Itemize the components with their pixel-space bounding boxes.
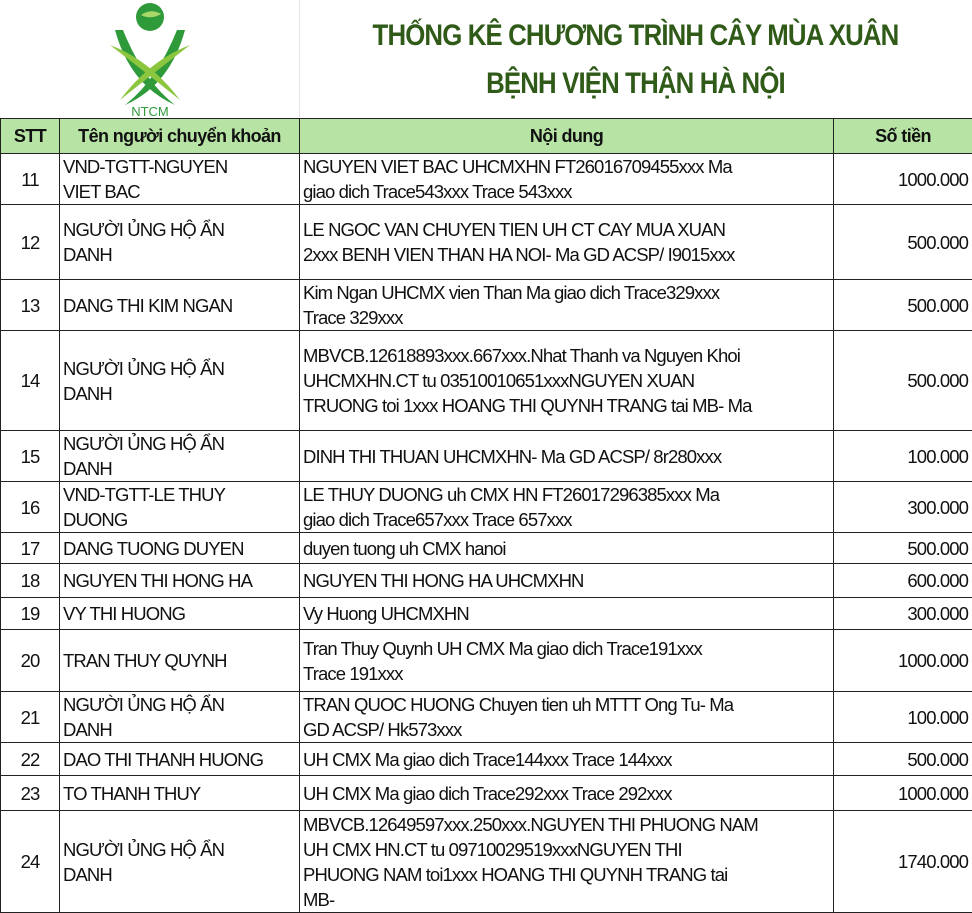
row-content: Kim Ngan UHCMX vien Than Ma giao dich Tr…	[300, 280, 834, 331]
row-sender-name: VND-TGTT-LE THUY DUONG	[60, 482, 300, 533]
row-sender-name: VY THI HUONG	[60, 598, 300, 630]
report-header: NTCM THỐNG KÊ CHƯƠNG TRÌNH CÂY MÙA XUÂN …	[0, 0, 972, 118]
report-title: THỐNG KÊ CHƯƠNG TRÌNH CÂY MÙA XUÂN BỆNH …	[346, 12, 925, 108]
row-amount: 600.000	[834, 564, 972, 598]
row-stt: 19	[1, 598, 60, 630]
row-stt: 17	[1, 533, 60, 564]
ntcm-logo: NTCM	[95, 0, 205, 118]
row-sender-name: NGƯỜI ỦNG HỘ ẨN DANH	[60, 811, 300, 913]
row-content: LE NGOC VAN CHUYEN TIEN UH CT CAY MUA XU…	[300, 205, 834, 280]
row-amount: 1000.000	[834, 154, 972, 205]
row-stt: 11	[1, 154, 60, 205]
row-stt: 20	[1, 630, 60, 692]
row-amount: 500.000	[834, 280, 972, 331]
row-sender-name: VND-TGTT-NGUYEN VIET BAC	[60, 154, 300, 205]
row-amount: 500.000	[834, 205, 972, 280]
row-content: duyen tuong uh CMX hanoi	[300, 533, 834, 564]
donation-table: STT Tên người chuyển khoản Nội dung Số t…	[0, 118, 972, 913]
row-content: MBVCB.12649597xxx.250xxx.NGUYEN THI PHUO…	[300, 811, 834, 913]
column-header-stt: STT	[1, 119, 60, 154]
row-content: TRAN QUOC HUONG Chuyen tien uh MTTT Ong …	[300, 692, 834, 743]
row-sender-name: DANG TUONG DUYEN	[60, 533, 300, 564]
row-stt: 12	[1, 205, 60, 280]
row-sender-name: TO THANH THUY	[60, 776, 300, 811]
row-amount: 500.000	[834, 743, 972, 776]
row-stt: 21	[1, 692, 60, 743]
svg-text:NTCM: NTCM	[131, 104, 169, 118]
row-amount: 500.000	[834, 533, 972, 564]
row-content: UH CMX Ma giao dich Trace292xxx Trace 29…	[300, 776, 834, 811]
row-content: DINH THI THUAN UHCMXHN- Ma GD ACSP/ 8r28…	[300, 431, 834, 482]
row-amount: 1740.000	[834, 811, 972, 913]
row-content: LE THUY DUONG uh CMX HN FT26017296385xxx…	[300, 482, 834, 533]
row-sender-name: NGƯỜI ỦNG HỘ ẨN DANH	[60, 331, 300, 431]
row-amount: 100.000	[834, 692, 972, 743]
row-content: UH CMX Ma giao dich Trace144xxx Trace 14…	[300, 743, 834, 776]
row-amount: 100.000	[834, 431, 972, 482]
row-sender-name: NGƯỜI ỦNG HỘ ẨN DANH	[60, 205, 300, 280]
row-stt: 24	[1, 811, 60, 913]
row-amount: 300.000	[834, 598, 972, 630]
row-stt: 18	[1, 564, 60, 598]
table-header-row: STT Tên người chuyển khoản Nội dung Số t…	[1, 119, 972, 154]
column-header-name: Tên người chuyển khoản	[60, 119, 300, 154]
row-content: Tran Thuy Quynh UH CMX Ma giao dich Trac…	[300, 630, 834, 692]
row-amount: 1000.000	[834, 630, 972, 692]
row-amount: 300.000	[834, 482, 972, 533]
row-stt: 15	[1, 431, 60, 482]
column-header-content: Nội dung	[300, 119, 834, 154]
row-stt: 16	[1, 482, 60, 533]
row-stt: 14	[1, 331, 60, 431]
row-sender-name: TRAN THUY QUYNH	[60, 630, 300, 692]
title-line-1: THỐNG KÊ CHƯƠNG TRÌNH CÂY MÙA XUÂN	[346, 12, 925, 60]
row-content: Vy Huong UHCMXHN	[300, 598, 834, 630]
row-content: MBVCB.12618893xxx.667xxx.Nhat Thanh va N…	[300, 331, 834, 431]
row-sender-name: NGƯỜI ỦNG HỘ ẨN DANH	[60, 431, 300, 482]
row-content: NGUYEN VIET BAC UHCMXHN FT26016709455xxx…	[300, 154, 834, 205]
row-sender-name: NGƯỜI ỦNG HỘ ẨN DANH	[60, 692, 300, 743]
row-amount: 500.000	[834, 331, 972, 431]
row-stt: 13	[1, 280, 60, 331]
column-header-amount: Số tiền	[834, 119, 972, 154]
row-sender-name: NGUYEN THI HONG HA	[60, 564, 300, 598]
row-sender-name: DANG THI KIM NGAN	[60, 280, 300, 331]
row-amount: 1000.000	[834, 776, 972, 811]
row-sender-name: DAO THI THANH HUONG	[60, 743, 300, 776]
row-content: NGUYEN THI HONG HA UHCMXHN	[300, 564, 834, 598]
row-stt: 23	[1, 776, 60, 811]
row-stt: 22	[1, 743, 60, 776]
title-line-2: BỆNH VIỆN THẬN HÀ NỘI	[346, 60, 925, 108]
